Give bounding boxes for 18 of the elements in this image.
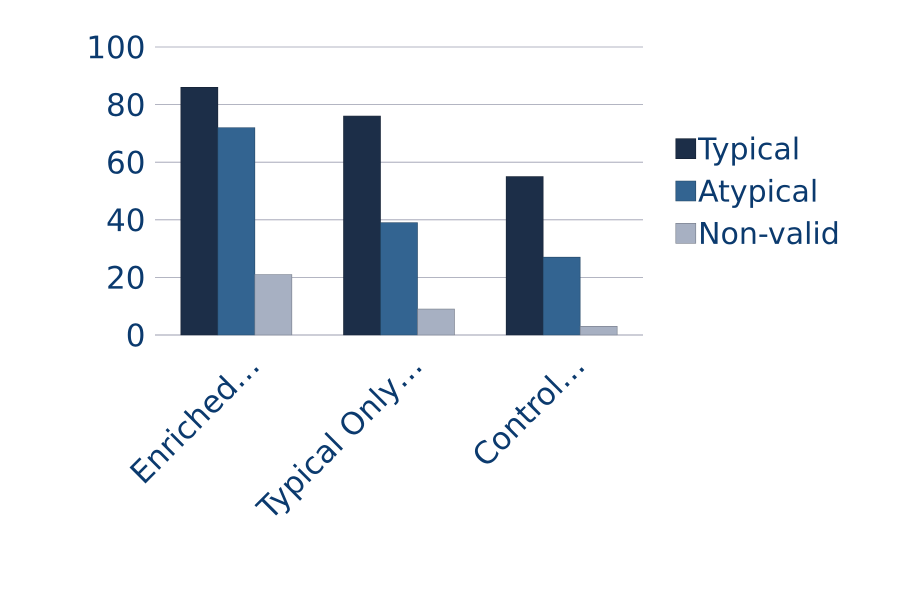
y-tick-label: 100 xyxy=(90,35,144,59)
bar xyxy=(417,308,455,336)
bar xyxy=(506,176,544,336)
legend-label: Non-valid xyxy=(701,221,838,244)
y-tick-label: 20 xyxy=(108,266,144,290)
bar xyxy=(180,87,218,336)
y-tick-label: 40 xyxy=(108,208,144,232)
y-tick-label: 60 xyxy=(108,150,144,174)
bar xyxy=(218,127,256,336)
y-tick-label: 0 xyxy=(128,323,144,347)
bar xyxy=(542,256,580,336)
legend-label: Atypical xyxy=(698,178,816,208)
bar xyxy=(580,326,618,336)
bar xyxy=(380,222,418,336)
bar xyxy=(343,116,381,336)
legend-label: Typical xyxy=(698,136,798,166)
y-tick-label: 80 xyxy=(108,92,144,116)
bar xyxy=(254,274,292,336)
